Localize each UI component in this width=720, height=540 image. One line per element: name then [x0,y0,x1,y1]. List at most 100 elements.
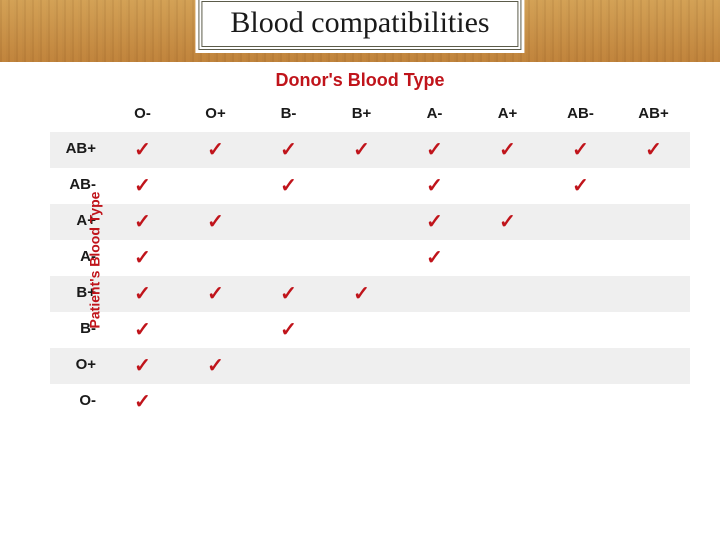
compatibility-cell: ✓ [398,132,471,168]
compatibility-cell: ✓ [106,240,179,276]
compatibility-cell [617,276,690,312]
compatibility-cell [252,240,325,276]
page-title: Blood compatibilities [230,6,489,39]
check-icon: ✓ [134,211,151,233]
column-header: AB+ [617,99,690,132]
compatibility-cell [617,240,690,276]
column-header: O- [106,99,179,132]
compatibility-cell [471,348,544,384]
compatibility-cell [398,276,471,312]
check-icon: ✓ [134,247,151,269]
compatibility-cell: ✓ [252,168,325,204]
check-icon: ✓ [207,283,224,305]
column-header: B+ [325,99,398,132]
table-row: B+✓✓✓✓ [50,276,690,312]
row-header: O- [50,384,106,420]
compatibility-cell: ✓ [106,312,179,348]
compatibility-cell [179,168,252,204]
header-band: Blood compatibilities [0,0,720,62]
column-header: AB- [544,99,617,132]
donor-axis-label: Donor's Blood Type [14,70,706,91]
table-row: AB-✓✓✓✓ [50,168,690,204]
compatibility-cell: ✓ [325,132,398,168]
check-icon: ✓ [280,175,297,197]
table-row: B-✓✓ [50,312,690,348]
compatibility-cell: ✓ [106,384,179,420]
check-icon: ✓ [280,283,297,305]
compatibility-chart: Donor's Blood Type Patient's Blood Type … [14,66,706,420]
compatibility-cell: ✓ [106,132,179,168]
compatibility-cell: ✓ [252,276,325,312]
compatibility-cell [544,276,617,312]
table-row: A+✓✓✓✓ [50,204,690,240]
compatibility-cell [325,348,398,384]
check-icon: ✓ [426,247,443,269]
corner-cell [50,99,106,132]
check-icon: ✓ [134,391,151,413]
compatibility-cell [252,348,325,384]
chart-grid: Patient's Blood Type O-O+B-B+A-A+AB-AB+ … [50,99,706,420]
table-row: AB+ ✓ ✓ ✓ ✓ ✓ ✓ ✓ ✓ [50,132,690,168]
compatibility-cell [325,240,398,276]
compatibility-cell: ✓ [544,132,617,168]
check-icon: ✓ [280,319,297,341]
compatibility-cell [617,348,690,384]
compatibility-cell: ✓ [252,132,325,168]
check-icon: ✓ [426,175,443,197]
compatibility-table: O-O+B-B+A-A+AB-AB+ AB+✓✓✓✓✓✓✓✓AB-✓✓✓✓A+✓… [50,99,690,420]
compatibility-cell: ✓ [471,204,544,240]
check-icon: ✓ [499,211,516,233]
compatibility-cell [544,240,617,276]
patient-axis-label: Patient's Blood Type [86,191,102,328]
check-icon: ✓ [645,139,662,161]
compatibility-cell [544,384,617,420]
table-row: O- ✓ [50,384,690,420]
column-header: A- [398,99,471,132]
compatibility-cell [617,168,690,204]
compatibility-cell [471,276,544,312]
check-icon: ✓ [134,283,151,305]
compatibility-cell: ✓ [617,132,690,168]
compatibility-cell: ✓ [325,276,398,312]
compatibility-cell [325,204,398,240]
check-icon: ✓ [499,139,516,161]
compatibility-cell [544,204,617,240]
compatibility-cell [325,312,398,348]
compatibility-cell: ✓ [179,276,252,312]
compatibility-cell [325,384,398,420]
compatibility-cell: ✓ [398,240,471,276]
check-icon: ✓ [134,139,151,161]
check-icon: ✓ [572,175,589,197]
compatibility-cell [471,384,544,420]
check-icon: ✓ [353,283,370,305]
column-header: B- [252,99,325,132]
check-icon: ✓ [353,139,370,161]
compatibility-cell: ✓ [179,204,252,240]
row-header: AB+ [50,132,106,168]
column-header: O+ [179,99,252,132]
compatibility-cell [544,348,617,384]
check-icon: ✓ [207,355,224,377]
compatibility-cell [179,312,252,348]
compatibility-cell [617,384,690,420]
title-plate: Blood compatibilities [198,0,521,50]
check-icon: ✓ [134,355,151,377]
compatibility-cell: ✓ [471,132,544,168]
compatibility-cell: ✓ [398,204,471,240]
compatibility-cell [398,384,471,420]
column-header-row: O-O+B-B+A-A+AB-AB+ [50,99,690,132]
column-header: A+ [471,99,544,132]
compatibility-cell [252,384,325,420]
compatibility-cell [471,240,544,276]
compatibility-cell [471,312,544,348]
check-icon: ✓ [280,139,297,161]
compatibility-cell: ✓ [106,348,179,384]
compatibility-cell [325,168,398,204]
compatibility-cell: ✓ [179,348,252,384]
check-icon: ✓ [426,139,443,161]
table-row: A-✓✓ [50,240,690,276]
compatibility-cell: ✓ [106,276,179,312]
table-body: AB+✓✓✓✓✓✓✓✓AB-✓✓✓✓A+✓✓✓✓A-✓✓B+✓✓✓✓B-✓✓O+… [50,132,690,420]
check-icon: ✓ [207,139,224,161]
compatibility-cell [544,312,617,348]
